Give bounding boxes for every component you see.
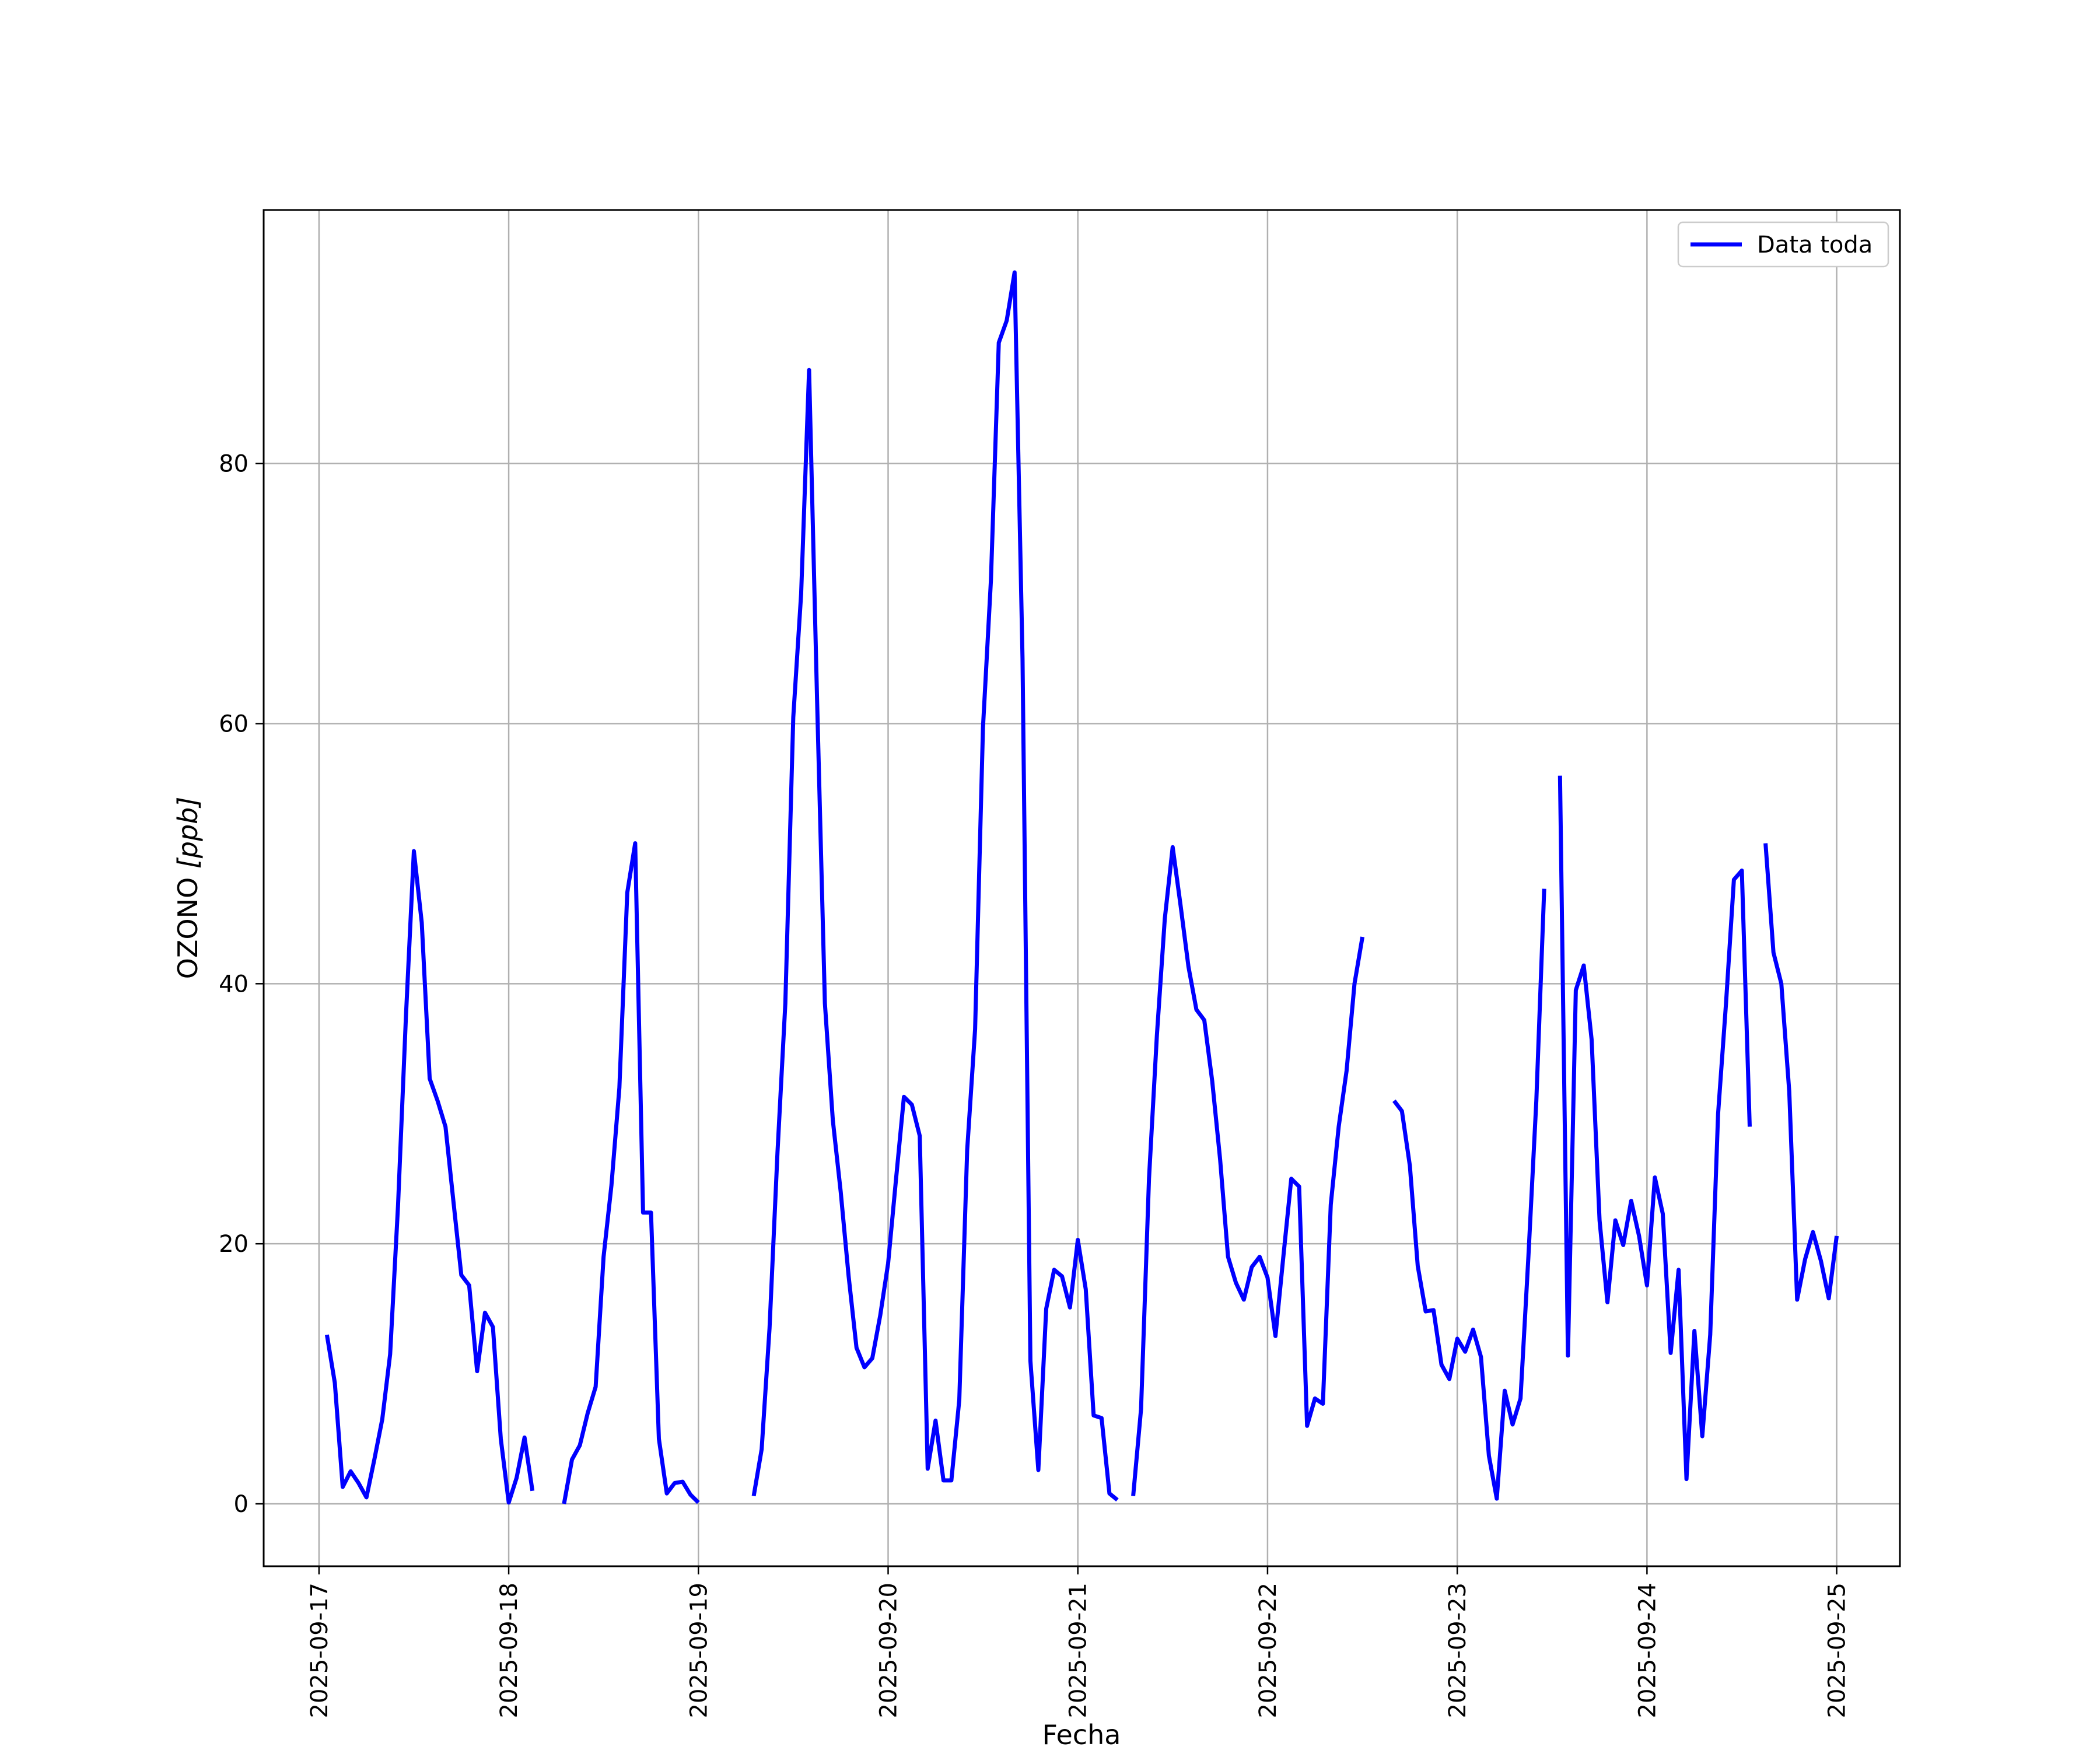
x-tick-label: 2025-09-21 [1065,1583,1092,1718]
x-tick-label: 2025-09-23 [1444,1583,1471,1718]
y-axis-ticks: 0 20 40 60 80 [219,451,264,1518]
y-axis-label-name: OZONO [172,869,204,979]
y-axis-label: OZONO [ppb] [172,797,204,979]
x-axis-label: Fecha [1042,1719,1121,1750]
series-line-segment [1558,775,1752,1482]
x-tick-label: 2025-09-20 [876,1583,902,1718]
x-tick-label: 2025-09-25 [1824,1583,1851,1718]
y-tick-label: 20 [219,1231,249,1258]
x-tick-label: 2025-09-17 [306,1583,333,1718]
series-line-segment [1392,888,1546,1501]
y-tick-label: 0 [234,1491,249,1518]
legend-entry-data-toda: Data toda [1757,232,1873,258]
plot-frame [262,209,1901,1567]
series-line-segment [751,270,1119,1502]
series-lines [324,270,1839,1505]
series-line-segment [562,841,700,1504]
legend: Data toda [1677,221,1889,268]
x-tick-label: 2025-09-24 [1634,1583,1661,1718]
legend-box [1677,221,1889,268]
series-line-segment [1131,845,1365,1496]
y-tick-label: 40 [219,971,249,998]
y-axis-label-unit: [ppb] [172,797,204,869]
y-tick-label: 60 [219,711,249,738]
grid [264,210,1900,1566]
x-tick-label: 2025-09-19 [685,1583,712,1718]
y-tick-label: 80 [219,451,249,478]
x-tick-label: 2025-09-22 [1255,1583,1282,1718]
x-axis-ticks: 2025-09-17 2025-09-18 2025-09-19 2025-09-20… [306,1566,1851,1718]
x-tick-label: 2025-09-18 [496,1583,523,1718]
series-line-segment [324,849,535,1505]
series-line-segment [1763,843,1839,1302]
